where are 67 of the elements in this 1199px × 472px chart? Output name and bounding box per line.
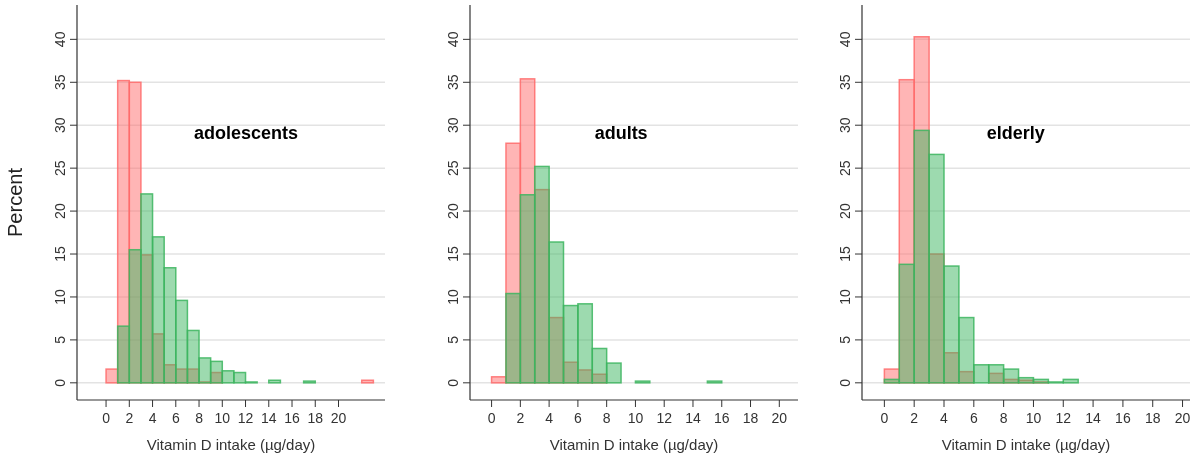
y-tick-label: 25 [837,160,853,176]
x-tick-label: 2 [125,410,134,426]
y-tick-label: 40 [52,31,68,48]
x-tick-label: 0 [880,410,889,426]
y-tick-label: 0 [445,378,461,387]
x-tick-label: 10 [214,410,231,426]
x-tick-label: 16 [284,410,301,426]
y-tick-label: 10 [837,288,853,305]
y-tick-label: 40 [837,31,853,48]
y-tick-label: 15 [52,246,68,262]
x-tick-label: 20 [1174,410,1191,426]
annotation: elderly [986,123,1045,144]
y-tick-label: 0 [837,378,853,387]
y-tick-label: 30 [52,117,68,134]
y-tick-label: 0 [52,378,68,387]
y-tick-label: 30 [837,117,853,134]
y-tick-label: 20 [837,203,853,219]
y-tick-label: 35 [837,74,853,91]
x-tick-label: 18 [742,410,759,426]
y-tick-label: 5 [52,335,68,344]
x-tick-label: 8 [602,410,611,426]
x-tick-label: 18 [307,410,324,426]
x-tick-label: 2 [516,410,525,426]
x-tick-label: 10 [627,410,644,426]
y-tick-label: 40 [445,31,461,48]
x-tick-label: 4 [148,410,157,426]
x-axis-title: Vitamin D intake (µg/day) [549,436,719,453]
x-tick-label: 4 [940,410,949,426]
x-tick-label: 18 [1144,410,1161,426]
x-tick-label: 20 [771,410,788,426]
x-tick-label: 6 [969,410,978,426]
y-tick-label: 5 [445,335,461,344]
x-tick-label: 8 [195,410,204,426]
y-tick-label: 25 [445,160,461,176]
y-tick-label: 5 [837,335,853,344]
x-tick-label: 0 [487,410,496,426]
x-tick-label: 12 [237,410,254,426]
y-tick-label: 15 [837,246,853,262]
x-tick-label: 2 [910,410,919,426]
y-tick-label: 30 [445,117,461,134]
x-tick-label: 8 [999,410,1008,426]
x-axis-title: Vitamin D intake (µg/day) [941,436,1111,453]
x-tick-label: 0 [102,410,111,426]
x-tick-label: 20 [330,410,347,426]
x-tick-label: 14 [1085,410,1102,426]
x-tick-label: 16 [1115,410,1131,426]
y-tick-label: 25 [52,160,68,176]
annotation: adolescents [194,123,299,144]
y-tick-label: 35 [445,74,461,91]
x-tick-label: 12 [656,410,673,426]
x-tick-label: 16 [713,410,730,426]
y-tick-label: 35 [52,74,68,91]
y-tick-label: 20 [52,203,68,219]
y-tick-label: 15 [445,246,461,262]
y-tick-label: 20 [445,203,461,219]
y-tick-label: 10 [52,288,68,305]
x-tick-label: 10 [1025,410,1042,426]
x-tick-label: 6 [574,410,582,426]
x-tick-label: 14 [685,410,701,426]
y-tick-label: 10 [445,288,461,305]
x-axis-title: Vitamin D intake (µg/day) [146,436,316,453]
annotation: adults [594,123,648,144]
x-tick-label: 4 [545,410,554,426]
x-tick-label: 14 [260,410,277,426]
x-tick-label: 6 [171,410,180,426]
y-axis-title: Percent [4,167,26,237]
x-tick-label: 12 [1055,410,1072,426]
